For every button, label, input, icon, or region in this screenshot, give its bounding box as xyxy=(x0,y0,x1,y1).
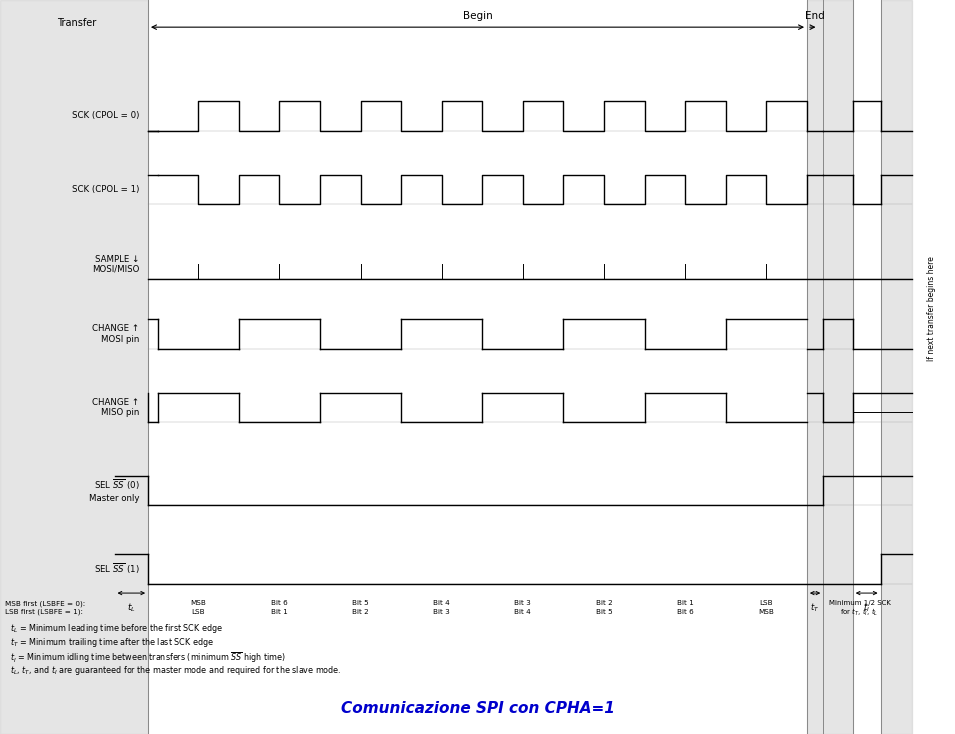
Text: Bit 4: Bit 4 xyxy=(515,609,531,615)
Text: MSB: MSB xyxy=(190,600,206,606)
Text: Transfer: Transfer xyxy=(56,18,96,29)
Text: $t_I$ = Minimum idling time between transfers (minimum $\overline{SS}$ high time: $t_I$ = Minimum idling time between tran… xyxy=(10,650,286,665)
Text: Bit 1: Bit 1 xyxy=(677,600,693,606)
Text: $t_I$: $t_I$ xyxy=(863,602,870,614)
Text: $t_T$: $t_T$ xyxy=(811,602,819,614)
Text: MSB: MSB xyxy=(758,609,775,615)
Text: LSB: LSB xyxy=(759,600,774,606)
Text: Begin: Begin xyxy=(462,11,493,21)
Text: $t_L$ = Minimum leading time before the first SCK edge: $t_L$ = Minimum leading time before the … xyxy=(10,622,223,636)
Text: Bit 2: Bit 2 xyxy=(596,600,612,606)
Text: Bit 3: Bit 3 xyxy=(434,609,450,615)
Text: SAMPLE ↓
MOSI/MISO: SAMPLE ↓ MOSI/MISO xyxy=(92,255,139,274)
Text: LSB: LSB xyxy=(191,609,205,615)
Text: Bit 6: Bit 6 xyxy=(271,600,287,606)
Text: Minimum 1/2 SCK: Minimum 1/2 SCK xyxy=(829,600,890,606)
Text: MSB first (LSBFE = 0):: MSB first (LSBFE = 0): xyxy=(5,600,85,606)
Text: Bit 3: Bit 3 xyxy=(515,600,531,606)
Text: SCK (CPOL = 0): SCK (CPOL = 0) xyxy=(72,112,139,120)
Text: SEL $\overline{\mathit{SS}}$ (1): SEL $\overline{\mathit{SS}}$ (1) xyxy=(94,562,139,576)
Bar xyxy=(0,0,148,734)
Text: $t_L$, $t_T$, and $t_I$ are guaranteed for the master mode and required for the : $t_L$, $t_T$, and $t_I$ are guaranteed f… xyxy=(10,664,341,677)
Text: SCK (CPOL = 1): SCK (CPOL = 1) xyxy=(72,185,139,194)
Text: Bit 1: Bit 1 xyxy=(271,609,287,615)
Text: Bit 4: Bit 4 xyxy=(434,600,450,606)
Bar xyxy=(881,0,912,734)
Text: Bit 5: Bit 5 xyxy=(352,600,369,606)
Text: for $t_T$, $t_I$, $t_L$: for $t_T$, $t_I$, $t_L$ xyxy=(840,606,879,618)
Text: SEL $\overline{\mathit{SS}}$ (0)
Master only: SEL $\overline{\mathit{SS}}$ (0) Master … xyxy=(89,478,139,503)
Text: Bit 2: Bit 2 xyxy=(352,609,369,615)
Text: End: End xyxy=(805,11,825,21)
Bar xyxy=(807,0,853,734)
Text: $t_L$: $t_L$ xyxy=(127,602,136,614)
Text: CHANGE ↑
MISO pin: CHANGE ↑ MISO pin xyxy=(93,398,139,417)
Text: LSB first (LSBFE = 1):: LSB first (LSBFE = 1): xyxy=(5,609,83,615)
Text: CHANGE ↑
MOSI pin: CHANGE ↑ MOSI pin xyxy=(93,324,139,344)
Text: $t_T$ = Minimum trailing time after the last SCK edge: $t_T$ = Minimum trailing time after the … xyxy=(10,636,214,650)
Text: Bit 6: Bit 6 xyxy=(677,609,693,615)
Text: Bit 5: Bit 5 xyxy=(596,609,612,615)
Text: Comunicazione SPI con CPHA=1: Comunicazione SPI con CPHA=1 xyxy=(341,701,614,716)
Text: If next transfer begins here: If next transfer begins here xyxy=(926,256,936,360)
